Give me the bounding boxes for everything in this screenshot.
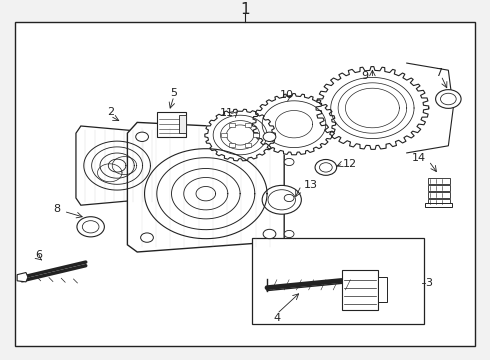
Polygon shape [316, 67, 429, 149]
Bar [253, 133, 259, 137]
Polygon shape [17, 273, 28, 282]
Text: 13: 13 [304, 180, 318, 190]
Bar [252, 238, 424, 324]
Bar [427, 185, 450, 191]
Bar [378, 277, 387, 302]
Circle shape [436, 90, 461, 108]
Text: 12: 12 [343, 159, 357, 169]
Bar [245, 122, 251, 127]
Bar [229, 122, 235, 127]
Circle shape [263, 132, 276, 141]
Text: 8: 8 [53, 204, 60, 214]
Polygon shape [76, 126, 162, 205]
Circle shape [284, 194, 294, 202]
Circle shape [319, 163, 332, 172]
Bar [245, 143, 251, 148]
Circle shape [315, 159, 337, 175]
Text: 11: 11 [220, 108, 233, 118]
Text: 1: 1 [240, 1, 250, 17]
Bar [157, 112, 186, 137]
Polygon shape [252, 94, 336, 155]
Bar [427, 178, 450, 184]
Circle shape [268, 190, 295, 210]
Polygon shape [205, 109, 275, 161]
Bar [179, 115, 186, 133]
Circle shape [82, 221, 99, 233]
Text: 7: 7 [436, 68, 442, 78]
Text: 14: 14 [412, 153, 426, 163]
Bar [221, 133, 227, 137]
Text: 9: 9 [362, 71, 368, 81]
Bar [425, 203, 452, 207]
Circle shape [263, 229, 276, 239]
Circle shape [136, 132, 148, 141]
Circle shape [77, 217, 104, 237]
Bar [342, 270, 378, 310]
Text: 2: 2 [107, 107, 114, 117]
Circle shape [284, 158, 294, 166]
Text: 5: 5 [171, 88, 177, 98]
Circle shape [141, 233, 153, 242]
Circle shape [441, 93, 456, 105]
Text: 3: 3 [425, 278, 432, 288]
Bar [229, 143, 235, 148]
Circle shape [262, 185, 301, 214]
Bar [427, 192, 450, 198]
Bar [15, 22, 475, 346]
Polygon shape [127, 122, 284, 252]
Text: 4: 4 [273, 312, 280, 323]
Bar [427, 199, 450, 205]
Circle shape [284, 230, 294, 238]
Text: 10: 10 [280, 90, 294, 100]
Text: 6: 6 [36, 250, 43, 260]
